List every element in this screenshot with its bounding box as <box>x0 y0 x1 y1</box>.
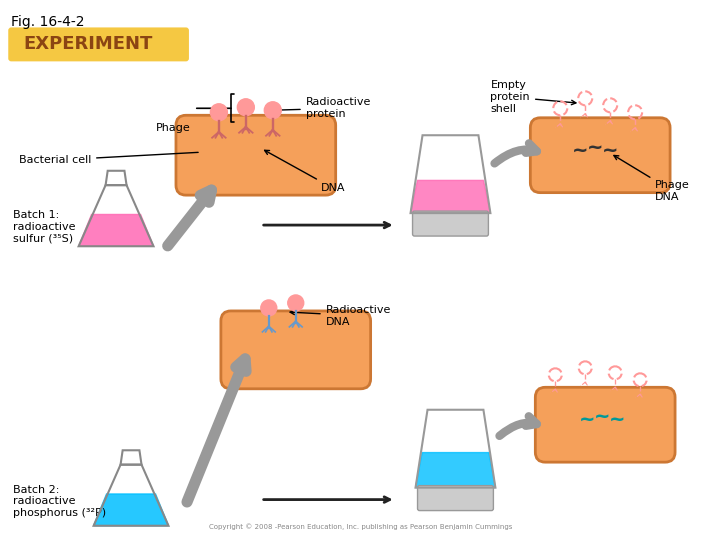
Text: Empty
protein
shell: Empty protein shell <box>490 80 576 113</box>
Text: Phage: Phage <box>156 123 191 133</box>
Circle shape <box>264 102 282 119</box>
FancyBboxPatch shape <box>8 28 189 62</box>
Text: Bacterial cell: Bacterial cell <box>19 152 198 165</box>
Polygon shape <box>94 494 168 526</box>
Circle shape <box>210 104 228 121</box>
Text: ~: ~ <box>602 141 618 160</box>
FancyBboxPatch shape <box>221 311 371 389</box>
Text: Copyright © 2008 -Pearson Education, Inc. publishing as Pearson Benjamin Cumming: Copyright © 2008 -Pearson Education, Inc… <box>209 523 513 530</box>
Polygon shape <box>78 214 153 246</box>
Text: Phage
DNA: Phage DNA <box>614 156 690 202</box>
Circle shape <box>288 295 304 311</box>
FancyBboxPatch shape <box>536 387 675 462</box>
Circle shape <box>261 300 276 316</box>
FancyBboxPatch shape <box>531 118 670 193</box>
Text: ~: ~ <box>609 410 626 429</box>
Polygon shape <box>415 453 495 488</box>
Text: Batch 1:
radioactive
sulfur (³⁵S): Batch 1: radioactive sulfur (³⁵S) <box>13 210 76 244</box>
Circle shape <box>238 99 254 116</box>
Text: ~: ~ <box>594 407 611 426</box>
Text: Batch 2:
radioactive
phosphorus (³²P): Batch 2: radioactive phosphorus (³²P) <box>13 484 107 518</box>
FancyBboxPatch shape <box>418 485 493 511</box>
FancyBboxPatch shape <box>176 115 336 195</box>
Text: Radioactive
protein: Radioactive protein <box>275 98 371 119</box>
Text: ~: ~ <box>587 138 603 157</box>
Polygon shape <box>410 180 490 213</box>
Text: Fig. 16-4-2: Fig. 16-4-2 <box>12 16 85 30</box>
Text: Radioactive
DNA: Radioactive DNA <box>290 305 391 327</box>
Text: ~: ~ <box>572 141 588 160</box>
Text: DNA: DNA <box>265 150 345 193</box>
FancyBboxPatch shape <box>413 211 488 236</box>
Text: ~: ~ <box>579 410 595 429</box>
Text: EXPERIMENT: EXPERIMENT <box>23 36 153 53</box>
